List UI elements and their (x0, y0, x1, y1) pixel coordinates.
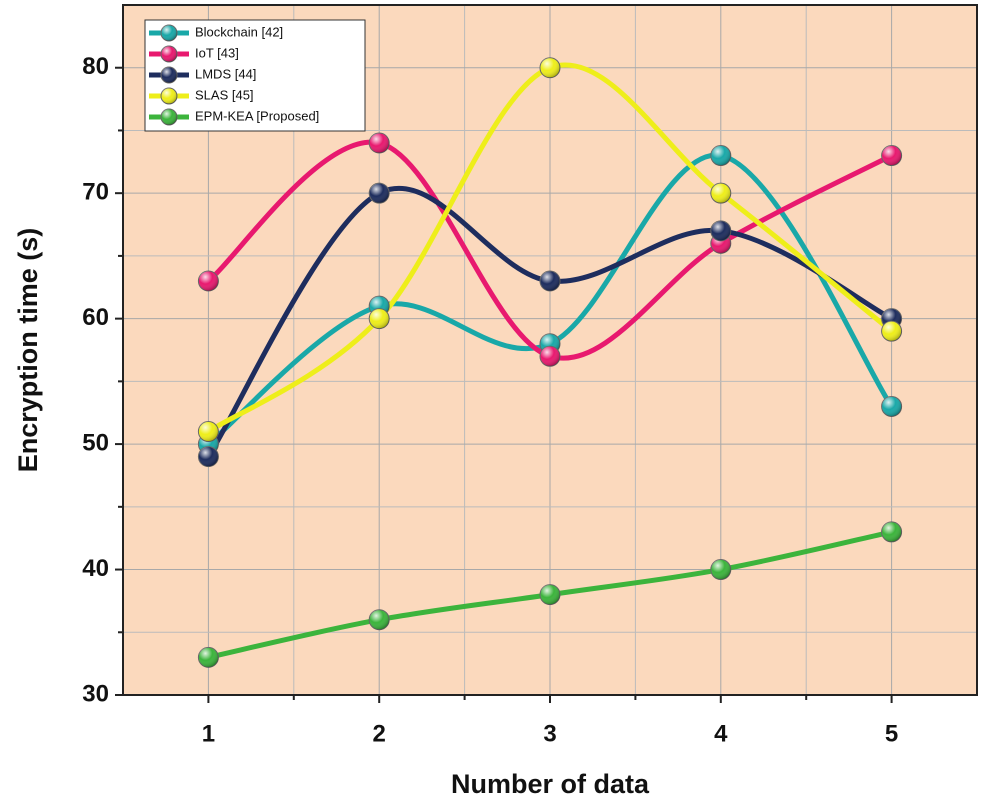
point-shine (198, 421, 219, 442)
legend-shine (161, 46, 177, 62)
y-axis-label: Encryption time (s) (13, 228, 43, 473)
point-shine (710, 183, 731, 204)
point-shine (369, 308, 390, 329)
legend-label: IoT [43] (195, 45, 239, 60)
point-shine (710, 559, 731, 580)
legend-label: LMDS [44] (195, 66, 256, 81)
point-shine (198, 446, 219, 467)
point-shine (540, 57, 560, 78)
point-shine (369, 133, 390, 153)
y-tick-label: 80 (82, 53, 109, 80)
point-shine (540, 346, 560, 367)
x-tick-label: 3 (543, 720, 556, 747)
y-tick-label: 50 (82, 429, 109, 456)
point-shine (369, 183, 390, 204)
series-line (206, 185, 893, 458)
x-tick-label: 2 (373, 720, 386, 747)
point-shine (881, 145, 902, 166)
y-tick-label: 70 (82, 179, 109, 206)
point-shine (540, 584, 560, 605)
point-shine (881, 396, 902, 417)
point-shine (710, 220, 731, 241)
legend-label: SLAS [45] (195, 87, 254, 102)
legend-label: Blockchain [42] (195, 24, 283, 39)
point-shine (198, 647, 219, 668)
point-shine (198, 271, 219, 291)
point-shine (540, 271, 560, 291)
x-tick-label: 4 (714, 720, 728, 747)
legend-shine (161, 25, 177, 41)
y-tick-label: 60 (82, 304, 109, 331)
point-shine (369, 609, 390, 630)
legend-label: EPM-KEA [Proposed] (195, 108, 319, 123)
y-tick-label: 30 (82, 680, 109, 707)
x-axis-label: Number of data (451, 769, 650, 799)
x-tick-label: 1 (202, 720, 215, 747)
y-tick-label: 40 (82, 555, 109, 582)
point-shine (881, 321, 902, 342)
x-tick-label: 5 (885, 720, 898, 747)
point-shine (881, 521, 902, 542)
series-line (206, 152, 894, 447)
legend-shine (161, 67, 177, 83)
legend-shine (161, 88, 177, 104)
point-shine (710, 145, 731, 166)
legend-shine (161, 109, 177, 125)
